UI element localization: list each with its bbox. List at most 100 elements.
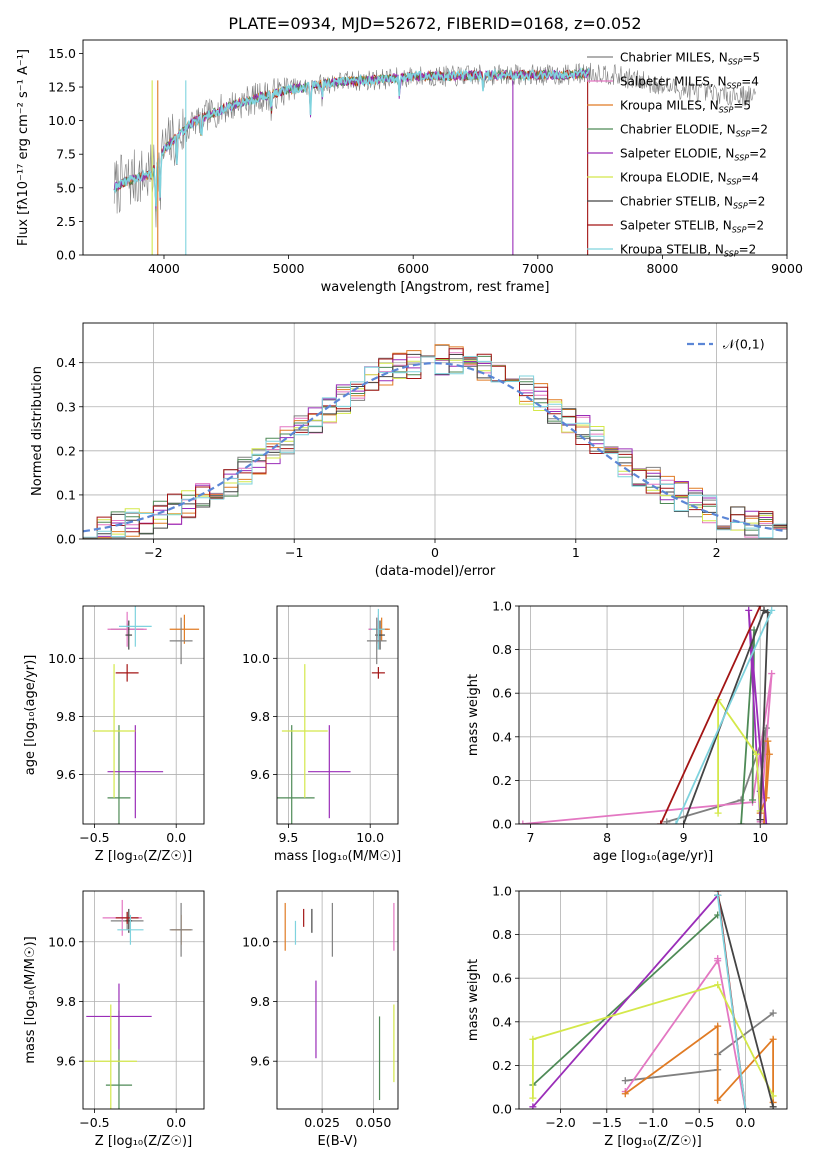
y-tick-label: 10.0 xyxy=(48,651,76,666)
panel-mw-age: 7 8 9 10 0.0 0.2 0.4 0.6 0.8 1.0 age [log₁₀(age/yr… xyxy=(466,599,788,864)
series-marker xyxy=(621,1077,629,1085)
y-tick-label: 1.0 xyxy=(492,599,512,614)
series-line xyxy=(675,610,773,824)
x-tick-label: 8 xyxy=(603,830,611,845)
series-marker xyxy=(737,820,745,824)
axes-frame xyxy=(518,890,788,1110)
x-tick-label: 7 xyxy=(527,830,535,845)
x-tick-label: 0.0 xyxy=(166,830,186,845)
series-marker xyxy=(756,606,764,610)
x-tick-label: −1.5 xyxy=(592,1115,622,1130)
series-marker xyxy=(529,1094,537,1102)
y-tick-label: 0.6 xyxy=(492,971,512,986)
x-tick-label: 5000 xyxy=(273,261,305,276)
series-marker xyxy=(519,820,527,824)
errorbar-point xyxy=(371,667,385,679)
histogram-kroupa-stelib xyxy=(83,356,787,539)
y-tick-label: 0.4 xyxy=(492,1014,512,1029)
axes-frame xyxy=(276,605,399,825)
series-salpeter-miles xyxy=(519,670,776,824)
legend-label: Chabrier ELODIE, NSSP=2 xyxy=(620,123,768,139)
plot-area xyxy=(83,344,787,539)
y-axis-label: Normed distribution xyxy=(30,366,45,496)
legend-label: Kroupa MILES, NSSP=5 xyxy=(620,99,751,115)
normal-curve xyxy=(83,361,787,533)
series-marker xyxy=(680,820,688,824)
y-tick-label: 0.8 xyxy=(492,927,512,942)
errorbar-point xyxy=(125,620,133,650)
series-marker xyxy=(752,750,760,758)
legend-label: Kroupa ELODIE, NSSP=4 xyxy=(620,171,759,187)
y-tick-label: 10.0 xyxy=(48,113,76,128)
x-tick-label: 10.0 xyxy=(356,830,384,845)
series-marker xyxy=(529,1103,537,1109)
errorbar-point xyxy=(117,914,144,945)
x-axis-label: Z [log₁₀(Z/Z☉)] xyxy=(95,1134,192,1149)
x-tick-label: −0.5 xyxy=(79,1115,109,1130)
legend-label: Salpeter MILES, NSSP=4 xyxy=(620,75,759,91)
series-marker xyxy=(714,981,722,989)
panel-residuals: −2 −1 0 1 2 0.0 0.1 0.2 0.3 0.4 (data-model)/error… xyxy=(30,322,788,579)
x-tick-label: 4000 xyxy=(148,261,180,276)
series-marker xyxy=(760,820,768,824)
y-tick-label: 0.0 xyxy=(492,817,512,832)
x-tick-label: 2 xyxy=(713,545,721,560)
plot-area xyxy=(92,606,200,824)
x-tick-label: 8000 xyxy=(646,261,678,276)
series-marker xyxy=(769,1009,777,1017)
errorbar-point xyxy=(169,902,193,957)
errorbar-point xyxy=(308,725,351,819)
series-salpeter-stelib xyxy=(657,606,764,824)
y-tick-label: 9.8 xyxy=(56,994,76,1009)
series-marker xyxy=(745,606,753,614)
x-tick-label: 6000 xyxy=(397,261,429,276)
x-tick-label: −0.5 xyxy=(79,830,109,845)
x-tick-label: −0.5 xyxy=(684,1115,714,1130)
y-tick-label: 1.0 xyxy=(492,884,512,899)
x-tick-label: 0.0 xyxy=(735,1115,755,1130)
errorbar-point xyxy=(86,983,152,1050)
errorbar-point xyxy=(277,725,315,824)
x-tick-label: −1.0 xyxy=(638,1115,668,1130)
x-tick-label: 0 xyxy=(431,545,439,560)
x-tick-label: −1 xyxy=(285,545,303,560)
plot-area xyxy=(519,606,776,824)
y-tick-label: 10.0 xyxy=(242,934,270,949)
y-tick-label: 0.2 xyxy=(492,773,512,788)
series-marker xyxy=(765,750,773,758)
y-axis-label: age [log₁₀(age/yr)] xyxy=(23,655,38,776)
plot-area xyxy=(529,891,777,1109)
series-marker xyxy=(714,955,722,963)
series-line xyxy=(522,673,773,824)
series-line xyxy=(532,894,719,1108)
x-tick-label: −2 xyxy=(144,545,162,560)
y-tick-label: 9.6 xyxy=(250,1054,270,1069)
series-marker xyxy=(764,737,772,745)
series-kroupa-stelib xyxy=(672,606,776,824)
x-tick-label: 0.050 xyxy=(355,1115,391,1130)
y-tick-label: 9.6 xyxy=(56,767,76,782)
y-axis-label: mass [log₁₀(M/M☉)] xyxy=(23,936,38,1063)
axes-frame xyxy=(276,890,399,1110)
x-tick-label: 0.0 xyxy=(166,1115,186,1130)
y-tick-label: 10.0 xyxy=(242,651,270,666)
series-kroupa-stelib xyxy=(714,891,749,1109)
panel-age-mass: 9.5 10.0 9.6 9.8 10.0 mass [log₁₀(M/M☉)] xyxy=(242,605,401,864)
errorbar-point xyxy=(366,617,387,665)
series-marker xyxy=(769,1103,777,1109)
y-tick-label: 5.0 xyxy=(56,180,76,195)
plot-area xyxy=(277,608,390,824)
legend-label: Salpeter STELIB, NSSP=2 xyxy=(620,219,764,235)
series-marker xyxy=(657,820,665,824)
errorbar-point xyxy=(107,725,164,819)
y-tick-label: 0.6 xyxy=(492,686,512,701)
x-tick-label: 9.5 xyxy=(279,830,299,845)
x-tick-label: −2.0 xyxy=(545,1115,575,1130)
x-axis-label: E(B-V) xyxy=(317,1134,357,1149)
axes-frame xyxy=(518,605,788,825)
series-line xyxy=(659,606,762,824)
legend-label: Chabrier MILES, NSSP=5 xyxy=(620,51,760,67)
series-line xyxy=(716,895,774,1108)
series-marker xyxy=(741,1105,749,1109)
x-axis-label: wavelength [Angstrom, rest frame] xyxy=(321,280,550,295)
